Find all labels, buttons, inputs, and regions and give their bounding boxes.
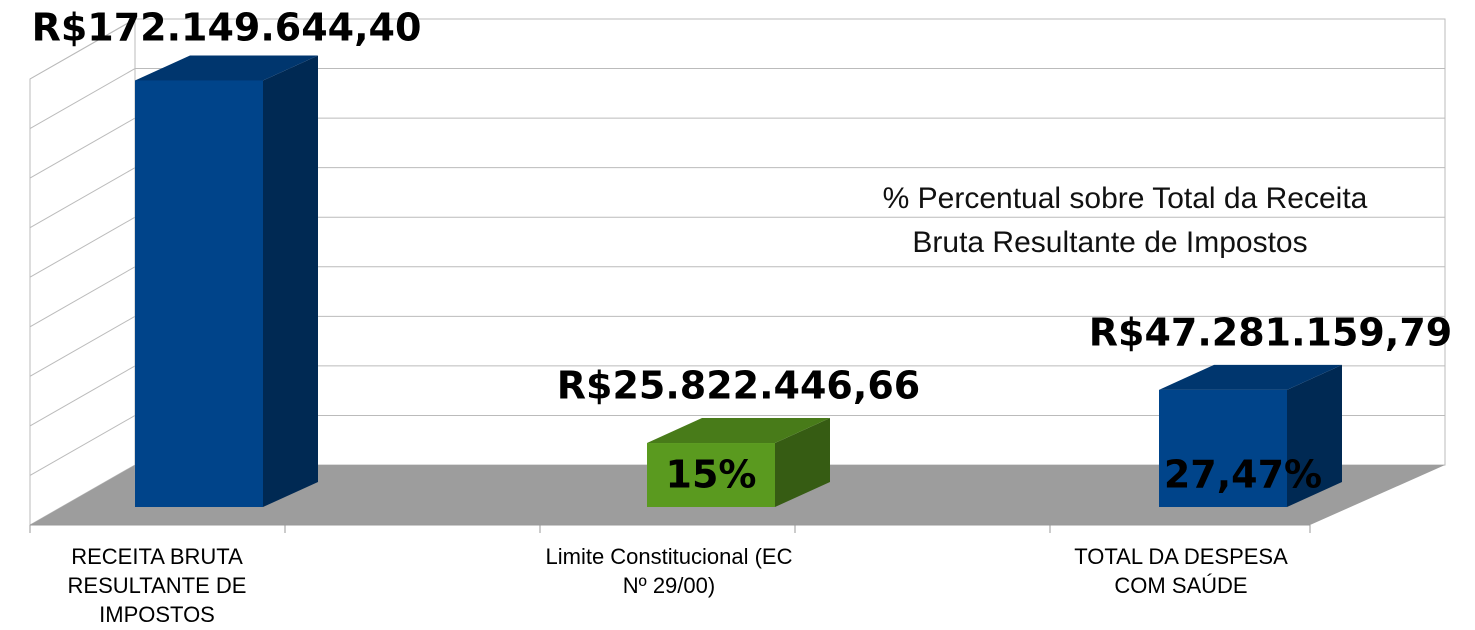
- value-label: R$25.822.446,66: [557, 364, 920, 408]
- grid-line: [29, 315, 136, 377]
- value-label: R$172.149.644,40: [32, 6, 422, 50]
- bar: [647, 443, 775, 507]
- bar: [1159, 389, 1287, 507]
- x-tick-label: Limite Constitucional (EC Nº 29/00): [545, 544, 793, 598]
- bar: [135, 80, 263, 507]
- bar-side: [775, 418, 830, 507]
- percent-label: 15%: [666, 453, 757, 497]
- bar-top: [1159, 364, 1342, 390]
- annotation: Bruta Resultante de Impostos: [912, 226, 1307, 259]
- bar-side: [1287, 364, 1342, 507]
- grid-line: [29, 68, 136, 129]
- bar-top: [135, 55, 318, 81]
- grid-line: [29, 266, 136, 328]
- grid-line: [29, 415, 136, 476]
- grid-line: [29, 117, 136, 179]
- left-wall: [29, 18, 136, 526]
- x-tick-label: TOTAL DA DESPESA COM SAÚDE: [1074, 544, 1288, 598]
- percent-label: 27,47%: [1164, 453, 1322, 497]
- grid-line: [29, 365, 136, 427]
- value-label: R$47.281.159,79: [1089, 310, 1452, 354]
- grid-line: [29, 18, 136, 80]
- bar-side: [263, 55, 318, 507]
- bar-top: [647, 418, 830, 444]
- x-tick-label: RECEITA BRUTA RESULTANTE DE IMPOSTOS: [67, 544, 247, 627]
- grid-line: [29, 167, 136, 229]
- grid-line: [29, 216, 136, 278]
- annotation: % Percentual sobre Total da Receita: [883, 182, 1368, 215]
